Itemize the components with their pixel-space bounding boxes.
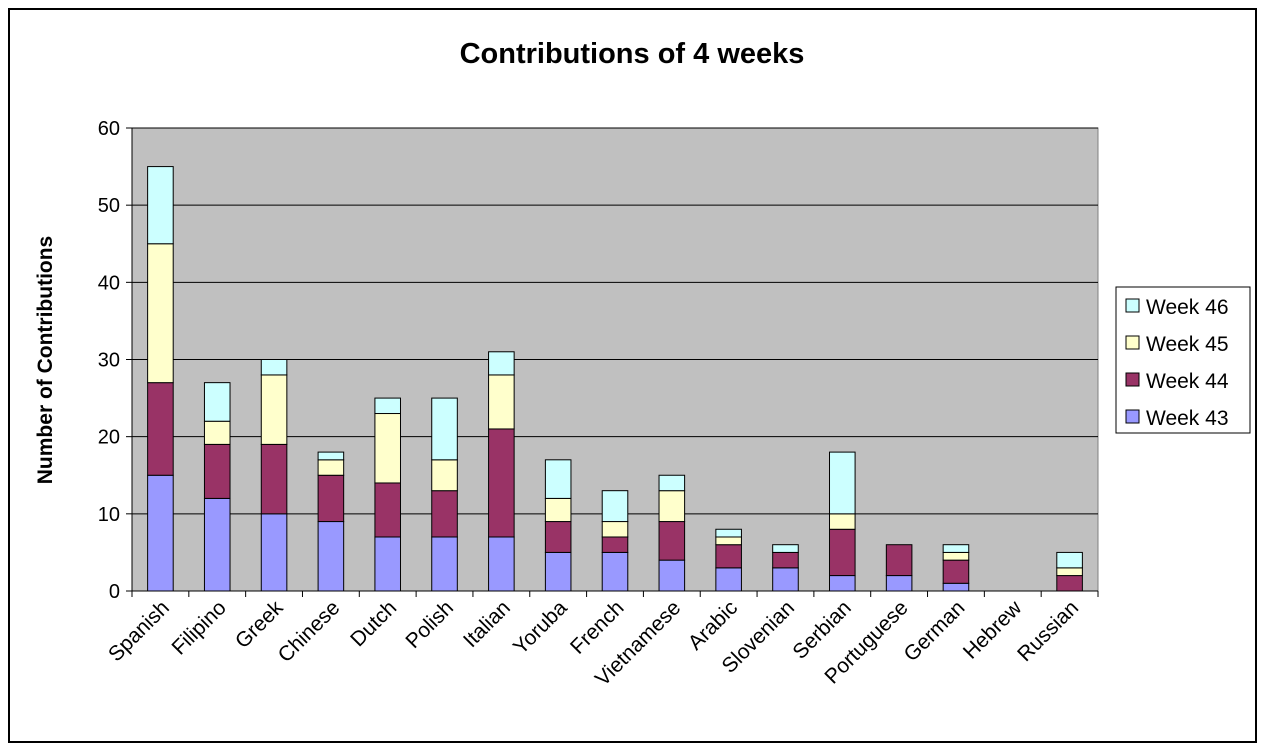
y-tick-label: 0 xyxy=(109,581,120,603)
legend-label: Week 43 xyxy=(1146,407,1229,430)
gridlines xyxy=(132,127,1098,515)
bar-segment xyxy=(658,521,686,561)
bar-segment xyxy=(488,428,515,538)
y-tick-labels: 0 10 20 30 40 50 60 xyxy=(98,118,120,603)
bar-segment xyxy=(374,482,401,538)
bar-segment xyxy=(885,575,913,592)
bar-segment xyxy=(488,536,515,592)
bar-segment xyxy=(374,413,401,484)
bar-segment xyxy=(147,382,174,476)
legend-label: Week 44 xyxy=(1146,370,1229,393)
bar-segment xyxy=(203,382,231,422)
x-category-label: Russian xyxy=(1013,596,1083,666)
bar-segment xyxy=(715,567,742,592)
y-tick-label: 60 xyxy=(98,118,120,140)
x-category-label: Filipino xyxy=(167,596,230,659)
x-category-label: Spanish xyxy=(104,596,174,666)
bar-segment xyxy=(260,359,288,376)
bar-segment xyxy=(431,459,458,492)
legend-label: Week 45 xyxy=(1146,333,1229,356)
bar-segment xyxy=(431,397,458,461)
bar-segment xyxy=(829,528,856,577)
bar-segment xyxy=(942,559,970,584)
bar-segment xyxy=(1056,575,1083,592)
bar-segment xyxy=(772,567,799,592)
bar-segment xyxy=(772,544,799,553)
y-tick-label: 40 xyxy=(98,272,120,294)
bar-segment xyxy=(715,536,742,546)
bar-segment xyxy=(317,474,345,523)
y-tick-label: 10 xyxy=(98,504,120,526)
bar-segment xyxy=(829,575,856,592)
bar-segment xyxy=(658,490,686,523)
bar-segment xyxy=(1056,551,1083,569)
bar-segment xyxy=(601,490,629,523)
bar-segment xyxy=(942,582,970,592)
y-axis-label: Number of Contributions xyxy=(34,236,57,484)
bar-segment xyxy=(203,443,231,499)
chart-title: Contributions of 4 weeks xyxy=(460,38,805,70)
bar-segment xyxy=(658,559,686,592)
bar-segment xyxy=(544,459,572,499)
x-category-label: Dutch xyxy=(346,596,401,651)
y-tick-label: 20 xyxy=(98,427,120,449)
bar-segment xyxy=(317,521,345,592)
y-tick-label: 30 xyxy=(98,350,120,372)
x-category-label: Polish xyxy=(401,596,458,653)
x-category-label: Italian xyxy=(459,596,515,652)
legend-swatch xyxy=(1125,409,1140,424)
bar-segment xyxy=(317,451,345,461)
bar-segment xyxy=(885,544,913,577)
bar-segment xyxy=(772,551,799,569)
bar-segment xyxy=(260,513,288,592)
y-tick-label: 50 xyxy=(98,195,120,217)
bar-segment xyxy=(601,551,629,592)
bar-segment xyxy=(488,351,515,376)
bar-segment xyxy=(317,459,345,476)
bar-segment xyxy=(203,497,231,592)
x-category-label: German xyxy=(900,596,970,666)
bar-segment xyxy=(829,451,856,515)
bar-segment xyxy=(544,521,572,553)
bar-segment xyxy=(374,536,401,592)
legend: Week 46 Week 45 Week 44 Week 43 xyxy=(1115,286,1251,434)
axes xyxy=(126,127,1099,597)
bar-segment xyxy=(431,536,458,592)
bar-segment xyxy=(544,497,572,523)
bar-segment xyxy=(715,528,742,538)
bar-segment xyxy=(147,243,174,384)
bars xyxy=(147,166,1083,592)
legend-label: Week 46 xyxy=(1146,296,1229,319)
bar-segment xyxy=(942,551,970,561)
bar-segment xyxy=(829,513,856,530)
bar-segment xyxy=(715,544,742,569)
bar-segment xyxy=(488,374,515,430)
bar-segment xyxy=(601,521,629,538)
legend-swatch xyxy=(1125,372,1140,387)
bar-segment xyxy=(658,474,686,492)
bar-segment xyxy=(601,536,629,553)
bar-segment xyxy=(544,551,572,592)
bar-segment xyxy=(1056,567,1083,577)
bar-segment xyxy=(260,374,288,445)
legend-swatch xyxy=(1125,335,1140,350)
bar-segment xyxy=(260,443,288,515)
bar-segment xyxy=(431,490,458,538)
bar-segment xyxy=(147,474,174,592)
bar-segment xyxy=(942,544,970,553)
legend-swatch xyxy=(1125,298,1140,313)
bar-segment xyxy=(147,166,174,245)
x-category-label: Yoruba xyxy=(509,596,572,659)
bar-segment xyxy=(203,420,231,445)
bar-segment xyxy=(374,397,401,415)
x-category-label: Chinese xyxy=(274,596,345,667)
